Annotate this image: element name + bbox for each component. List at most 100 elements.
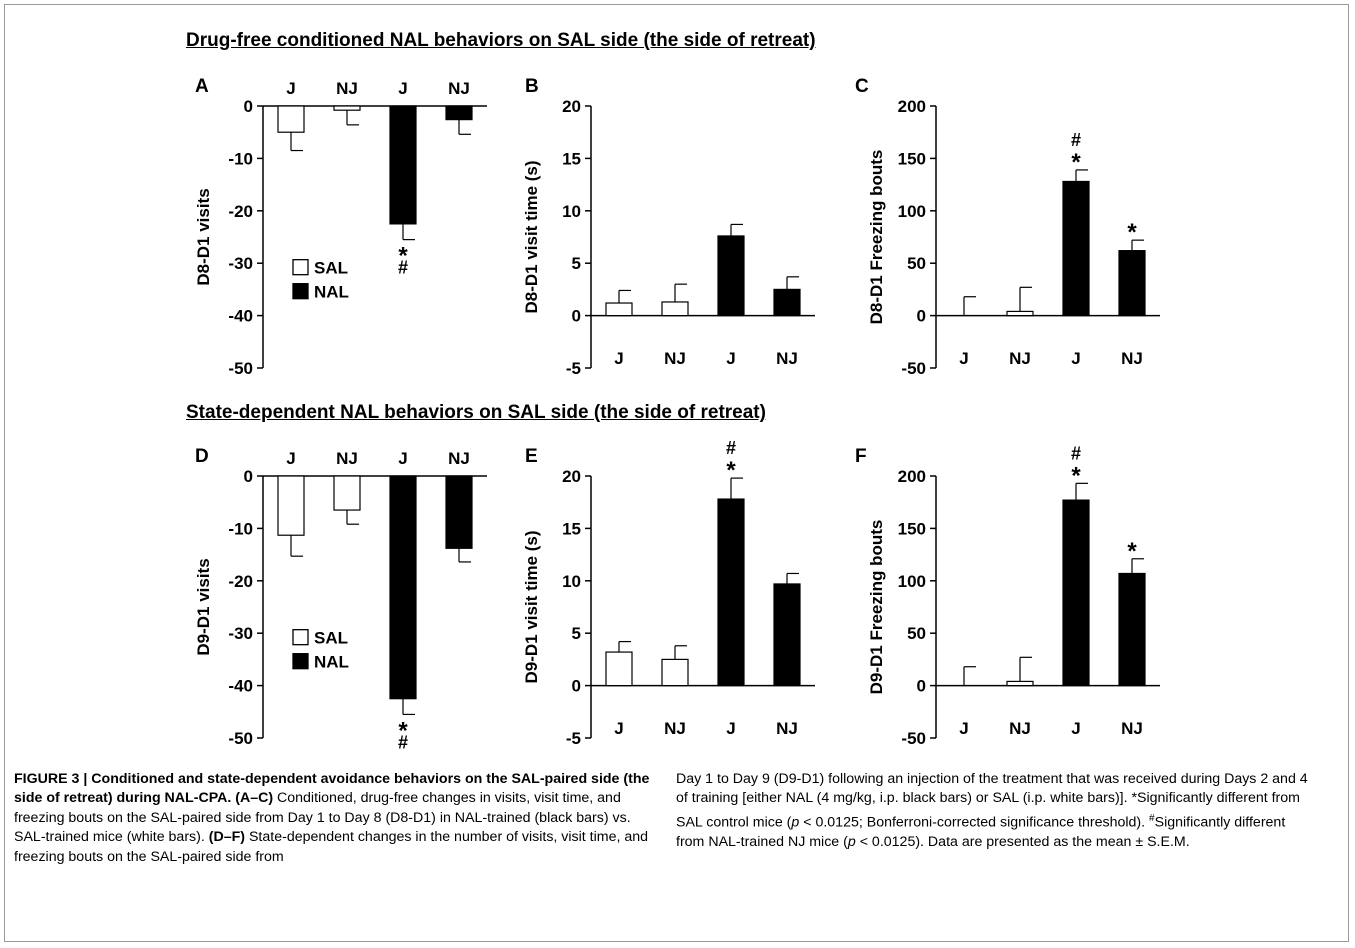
significance-star: * (1071, 462, 1081, 489)
bar-nal-nj (773, 583, 801, 687)
chart-panel-b: B -5 0 5 10 15 20 D8-D1 visit time (s) J NJ J NJ (522, 76, 815, 378)
x-category-label: NJ (1009, 349, 1031, 368)
x-category-label: J (959, 719, 968, 738)
x-category-label: J (1071, 349, 1080, 368)
bar-nal-j (389, 105, 417, 225)
chart-panel-a: A 0 -10 -20 -30 -40 -50 D8-D1 visits J NJ J *# NJ SAL… (194, 76, 487, 378)
legend-swatch-sal (292, 629, 309, 646)
y-tick-label: -10 (228, 519, 253, 538)
bar-nal-j (1062, 499, 1090, 687)
bar-nal-nj (445, 475, 473, 549)
x-category-label: NJ (336, 449, 358, 468)
x-category-label: J (1071, 719, 1080, 738)
y-tick-label: 0 (917, 307, 926, 326)
bar-nal-j (1062, 180, 1090, 317)
legend-swatch-sal (292, 259, 309, 276)
x-category-label: J (286, 449, 295, 468)
y-tick-label: 200 (898, 97, 926, 116)
y-axis-label: D8-D1 visits (194, 188, 213, 285)
caption-p-symbol: p (791, 814, 800, 831)
significance-star: * (398, 717, 408, 744)
figure-frame (4, 4, 1349, 942)
y-tick-label: 0 (572, 307, 581, 326)
bar-sal-j (605, 651, 633, 687)
section-title-conditioned: Drug-free conditioned NAL behaviors on S… (186, 30, 816, 51)
caption-text: Day 1 to Day 9 (D9-D1) following an inje… (676, 771, 1308, 831)
chart-panel-f: F -50 0 50 100 150 200 D9-D1 Freezing bouts J NJ J… (855, 443, 1160, 748)
y-tick-label: 10 (562, 572, 581, 591)
caption-text: Significantly different from NAL-trained… (676, 814, 1286, 850)
panel-letter: A (195, 76, 209, 97)
figure-caption-right: Day 1 to Day 9 (D9-D1) following an inje… (676, 770, 1316, 852)
y-axis-label: D9-D1 Freezing bouts (867, 520, 886, 695)
y-axis-label: D9-D1 visits (194, 558, 213, 655)
bar-sal-j (277, 475, 305, 536)
y-tick-label: -40 (228, 307, 253, 326)
x-category-label: NJ (776, 349, 798, 368)
significance-hash: # (726, 438, 736, 458)
y-tick-label: 15 (562, 149, 581, 168)
legend-label-sal: SAL (314, 259, 348, 278)
x-category-label: J (614, 349, 623, 368)
y-tick-label: -20 (228, 202, 253, 221)
section-title-state-dependent: State-dependent NAL behaviors on SAL sid… (186, 402, 766, 423)
y-tick-label: -50 (901, 359, 926, 378)
chart-panel-e: E -5 0 5 10 15 20 D9-D1 visit time (s) J NJ J #* NJ (522, 438, 815, 748)
caption-p-symbol: p (847, 833, 856, 850)
x-category-label: NJ (776, 719, 798, 738)
bar-sal-nj (1006, 680, 1034, 687)
y-tick-label: -50 (228, 359, 253, 378)
x-category-label: J (726, 719, 735, 738)
y-tick-label: -30 (228, 624, 253, 643)
y-tick-label: 20 (562, 97, 581, 116)
significance-star: * (1127, 538, 1137, 565)
y-tick-label: 0 (244, 467, 253, 486)
caption-text: < 0.0125). Data are presented as the mea… (855, 833, 1190, 850)
y-tick-label: -40 (228, 677, 253, 696)
bar-sal-j (605, 302, 633, 317)
x-category-label: NJ (1121, 349, 1143, 368)
x-category-label: J (398, 449, 407, 468)
panel-letter: B (525, 76, 539, 97)
y-tick-label: 150 (898, 519, 926, 538)
significance-hash: # (1071, 130, 1081, 150)
figure-caption-left: FIGURE 3 | Conditioned and state-depende… (14, 770, 652, 867)
y-tick-label: -20 (228, 572, 253, 591)
legend-label-sal: SAL (314, 629, 348, 648)
significance-hash: # (398, 732, 408, 752)
y-tick-label: -5 (566, 359, 581, 378)
y-axis-label: D8-D1 Freezing bouts (867, 150, 886, 325)
legend-label-nal: NAL (314, 653, 349, 672)
significance-star: * (1071, 149, 1081, 176)
x-category-label: J (959, 349, 968, 368)
x-category-label: NJ (336, 79, 358, 98)
bar-nal-j (389, 475, 417, 700)
legend-swatch-nal (292, 283, 309, 300)
panel-letter: D (195, 446, 209, 467)
bar-nal-j (717, 235, 745, 317)
bar-nal-nj (773, 288, 801, 317)
caption-text: < 0.0125; Bonferroni-corrected significa… (799, 814, 1150, 831)
y-tick-label: 5 (572, 254, 581, 273)
x-category-label: NJ (448, 79, 470, 98)
y-tick-label: 100 (898, 202, 926, 221)
bar-nal-j (717, 498, 745, 687)
y-tick-label: 0 (244, 97, 253, 116)
x-category-label: J (726, 349, 735, 368)
y-tick-label: 10 (562, 202, 581, 221)
bar-sal-j (277, 105, 305, 133)
y-tick-label: -30 (228, 254, 253, 273)
bar-sal-nj (661, 301, 689, 317)
x-category-label: NJ (664, 719, 686, 738)
y-axis-label: D9-D1 visit time (s) (522, 530, 541, 683)
panel-letter: E (525, 446, 538, 467)
y-tick-label: 200 (898, 467, 926, 486)
x-category-label: NJ (1009, 719, 1031, 738)
x-category-label: J (614, 719, 623, 738)
y-tick-label: 5 (572, 624, 581, 643)
bar-sal-nj (1006, 310, 1034, 317)
chart-panel-c: C -50 0 50 100 150 200 D8-D1 Freezing bouts J NJ J… (855, 76, 1160, 378)
y-tick-label: 15 (562, 519, 581, 538)
x-category-label: NJ (664, 349, 686, 368)
bar-sal-nj (333, 105, 361, 111)
